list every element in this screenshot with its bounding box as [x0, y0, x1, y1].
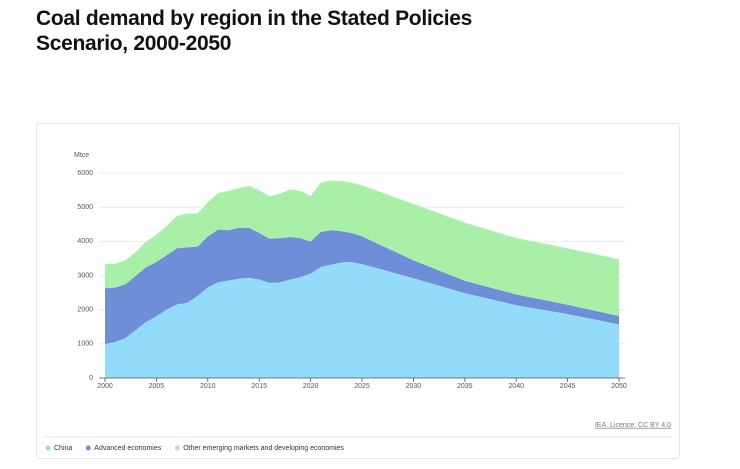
area: [105, 180, 619, 316]
y-tick-label: 1000: [77, 341, 93, 348]
legend-swatch: [85, 445, 91, 451]
area-edge: [104, 180, 620, 265]
legend-swatch: [45, 445, 51, 451]
y-tick-label: 4000: [77, 238, 93, 245]
y-tick-label: 2000: [77, 307, 93, 314]
x-tick-label: 2025: [354, 383, 370, 390]
x-tick-label: 2015: [251, 383, 267, 390]
legend-label: Other emerging markets and developing ec…: [183, 445, 344, 452]
y-tick-label: 6000: [77, 170, 93, 177]
chart-title: Coal demand by region in the Stated Poli…: [36, 7, 473, 55]
x-tick-label: 2010: [200, 383, 216, 390]
y-tick-label: 5000: [77, 204, 93, 211]
y-tick-label: 3000: [77, 272, 93, 279]
chart-card: [36, 123, 680, 459]
y-tick-label: 0: [89, 375, 93, 382]
legend-swatch: [174, 445, 180, 451]
x-tick-label: 2040: [508, 383, 524, 390]
source[interactable]: IEA. Licence: CC BY 4.0: [595, 422, 671, 429]
area: [105, 262, 619, 378]
x-tick-label: 2030: [406, 383, 422, 390]
area: [105, 227, 619, 345]
x-tick-label: 2045: [560, 383, 576, 390]
legend-label: China: [54, 445, 72, 452]
y-axis-label: Mtce: [74, 152, 89, 159]
x-tick-label: 2000: [97, 383, 113, 390]
x-tick-label: 2005: [149, 383, 165, 390]
x-tick-label: 2020: [303, 383, 319, 390]
x-tick-label: 2035: [457, 383, 473, 390]
legend-label: Advanced economies: [94, 445, 161, 452]
x-tick-label: 2050: [611, 383, 627, 390]
